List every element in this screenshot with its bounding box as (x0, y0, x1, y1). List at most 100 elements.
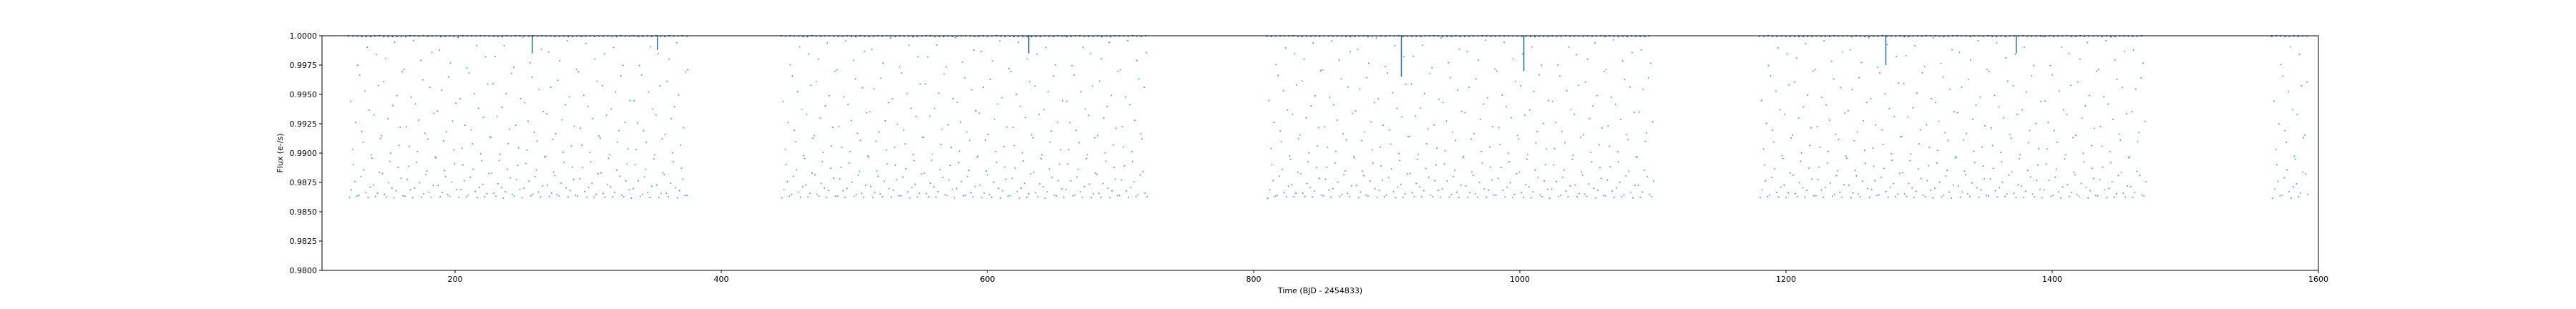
data-point (2062, 186, 2064, 188)
data-point (786, 180, 789, 182)
data-point (2140, 77, 2142, 79)
data-point (377, 84, 379, 87)
data-point (979, 184, 981, 186)
data-point (589, 152, 591, 154)
data-point (1898, 172, 1901, 175)
data-point (672, 160, 674, 162)
data-point (967, 175, 969, 177)
data-point (2273, 100, 2275, 102)
data-point (1828, 119, 1830, 121)
data-point (1012, 126, 1014, 128)
data-point (410, 97, 412, 99)
data-point (2278, 122, 2280, 124)
data-point (548, 195, 550, 197)
data-point (1599, 167, 1601, 169)
data-point (1402, 56, 1405, 58)
data-point (1588, 182, 1590, 185)
data-point (917, 56, 919, 58)
data-point (842, 190, 844, 192)
data-point (1116, 195, 1118, 197)
data-point (1644, 140, 1646, 142)
data-point (1133, 181, 1135, 183)
data-point (2094, 195, 2097, 197)
data-point (1317, 127, 1319, 129)
data-point (414, 187, 416, 190)
data-point (876, 170, 878, 172)
data-point (1631, 52, 1633, 54)
data-point (1989, 178, 1991, 180)
data-point (1987, 195, 1989, 197)
data-point (1055, 195, 1058, 197)
data-point (612, 196, 614, 198)
data-point (1452, 131, 1454, 133)
data-point (623, 195, 625, 197)
data-point (1955, 156, 1957, 158)
data-point (1420, 107, 1422, 109)
data-point (1374, 187, 1376, 190)
data-point (365, 36, 367, 38)
data-point (978, 112, 980, 114)
data-point (1411, 192, 1413, 194)
data-point (2069, 195, 2071, 197)
data-point (1398, 152, 1400, 154)
data-point (1518, 171, 1521, 173)
data-point (610, 185, 612, 187)
data-point (1026, 58, 1028, 60)
data-point (424, 132, 426, 134)
data-point (529, 62, 531, 64)
data-point (1023, 160, 1025, 162)
data-point (353, 180, 356, 182)
data-point (985, 139, 987, 141)
data-point (1589, 117, 1591, 119)
data-point (1382, 124, 1385, 127)
data-point (796, 91, 799, 93)
data-point (796, 169, 797, 171)
data-point (1787, 192, 1790, 194)
data-point (1536, 130, 1538, 132)
data-point (1957, 185, 1959, 187)
data-point (812, 137, 814, 139)
data-point (469, 176, 472, 178)
data-point (1409, 172, 1411, 175)
data-point (852, 59, 854, 62)
data-point (1606, 179, 1609, 181)
data-point (1283, 192, 1285, 194)
data-point (598, 135, 600, 137)
data-point (643, 129, 645, 132)
data-point (2103, 96, 2105, 98)
data-point (1292, 113, 1294, 115)
data-point (841, 146, 843, 148)
data-point (1415, 115, 1417, 117)
data-point (997, 187, 1000, 190)
data-point (2019, 154, 2021, 156)
data-point (1338, 59, 1340, 62)
data-point (821, 160, 824, 162)
data-point (1083, 185, 1085, 187)
data-point (1802, 187, 1804, 189)
data-point (1448, 196, 1450, 198)
data-point (1954, 157, 1956, 159)
data-point (501, 36, 504, 38)
data-point (1570, 108, 1572, 110)
data-point (1969, 59, 1971, 62)
data-point (1627, 139, 1629, 141)
data-point (902, 129, 904, 131)
data-point (1636, 156, 1638, 158)
data-point (1382, 179, 1384, 181)
data-point (2102, 166, 2104, 168)
data-point (2290, 197, 2292, 199)
data-point (1006, 126, 1008, 128)
data-point (1518, 138, 1520, 140)
data-point (370, 154, 372, 156)
data-point (649, 197, 651, 199)
data-point (1528, 186, 1530, 188)
data-point (1402, 197, 1404, 199)
data-point (1350, 51, 1352, 53)
data-point (535, 169, 537, 171)
data-point (1491, 179, 1493, 181)
data-point (2111, 181, 2113, 183)
data-point (793, 175, 794, 177)
data-point (554, 175, 556, 177)
data-point (1767, 195, 1769, 197)
data-point (1912, 107, 1914, 109)
